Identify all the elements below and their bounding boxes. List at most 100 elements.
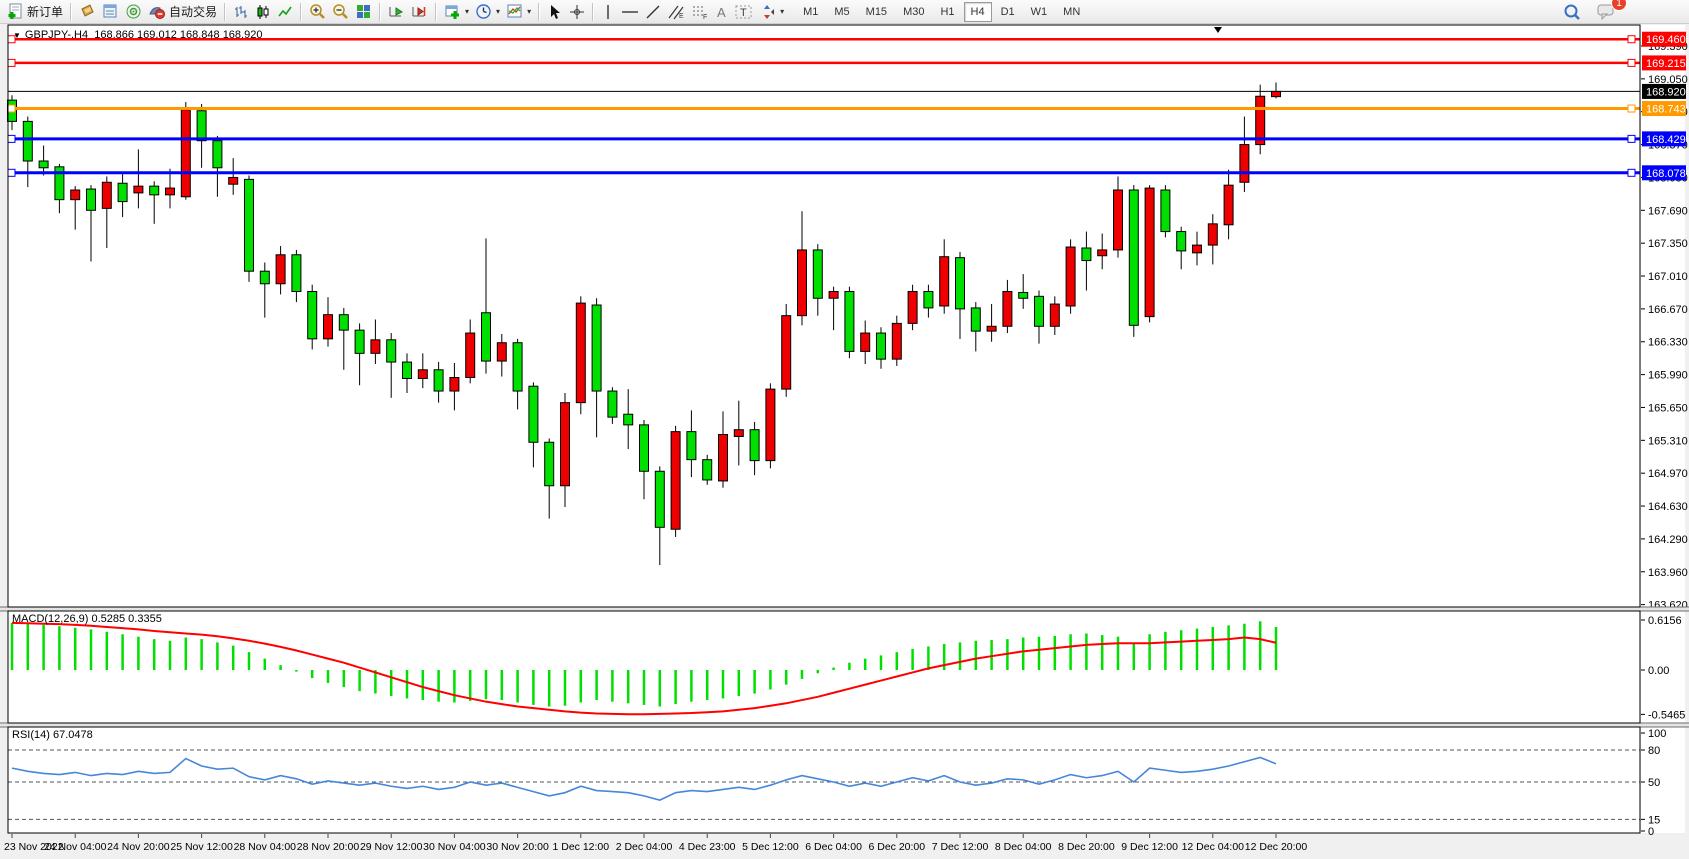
tab-timeframe-w1[interactable]: W1 — [1030, 5, 1048, 18]
tab-timeframe-m5[interactable]: M5 — [834, 5, 850, 18]
price-badge — [1642, 131, 1686, 147]
candlestick — [481, 312, 491, 362]
candlestick — [165, 187, 175, 196]
price-badge — [1642, 31, 1686, 47]
candlestick-mode-button[interactable] — [252, 2, 274, 22]
chart-shift-button[interactable] — [408, 2, 431, 22]
new-order-label: 新订单 — [27, 5, 64, 19]
cursor-icon — [551, 4, 561, 19]
line-handle-left[interactable] — [7, 168, 16, 177]
candlestick — [939, 256, 950, 307]
time-axis-label: 12 Dec 20:00 — [1245, 841, 1308, 853]
price-tick-label: 166.330 — [1648, 337, 1688, 349]
auto-scroll-button[interactable] — [385, 2, 408, 22]
line-handle-right[interactable] — [1627, 35, 1636, 44]
search-button[interactable] — [1560, 1, 1584, 23]
new-chart-icon — [445, 5, 460, 19]
notifications-button[interactable]: 1 — [1594, 0, 1627, 22]
navigator-button[interactable] — [122, 1, 145, 22]
time-axis-label: 29 Nov 12:00 — [360, 841, 423, 853]
bar-chart-mode-button[interactable] — [230, 2, 252, 22]
crosshair-button[interactable] — [566, 2, 588, 22]
toolbar-separator — [435, 2, 438, 21]
rsi-scale-label: 100 — [1648, 728, 1666, 740]
label-button[interactable]: T — [732, 2, 756, 22]
line-handle-left[interactable] — [7, 58, 16, 67]
tab-timeframe-mn[interactable]: MN — [1063, 5, 1081, 18]
main-pane-frame — [7, 24, 1641, 608]
auto-trading-button[interactable]: 自动交易 — [145, 1, 220, 22]
new-order-button[interactable]: 新订单 — [4, 1, 66, 22]
order-panel-button[interactable] — [76, 1, 99, 22]
line-handle-right[interactable] — [1627, 58, 1636, 67]
chart-canvas[interactable]: 169.390169.050168.710168.370168.030167.6… — [0, 24, 1689, 859]
line-handle-right[interactable] — [1627, 168, 1636, 177]
candlestick — [654, 470, 665, 528]
price-badge-label: 168.078 — [1646, 168, 1686, 180]
channel-button[interactable]: E — [664, 2, 688, 22]
candlestick — [860, 332, 871, 352]
tab-timeframe-m1[interactable]: M1 — [803, 5, 819, 18]
candlestick — [38, 160, 49, 169]
time-axis-label: 6 Dec 04:00 — [805, 841, 862, 853]
market-watch-button[interactable] — [99, 1, 122, 22]
periods-button[interactable] — [472, 1, 503, 22]
trend-line-button[interactable] — [642, 2, 664, 22]
candlestick — [1128, 189, 1139, 326]
pane-separator[interactable] — [0, 723, 1689, 727]
zoom-in-button[interactable] — [306, 1, 329, 22]
tab-timeframe-d1[interactable]: D1 — [1000, 5, 1015, 18]
candlestick — [844, 290, 855, 352]
price-tick-label: 165.990 — [1648, 370, 1688, 382]
time-axis-label: 28 Nov 20:00 — [297, 841, 360, 853]
horizontal-line-button[interactable] — [618, 2, 642, 22]
line-chart-mode-button[interactable] — [274, 2, 296, 22]
tile-windows-button[interactable] — [352, 1, 375, 22]
vertical-line-button[interactable] — [598, 2, 618, 22]
chart-shift-marker[interactable] — [1214, 27, 1222, 33]
arrows-tool-button[interactable] — [756, 2, 787, 22]
candlestick — [354, 329, 365, 354]
candlestick — [244, 178, 254, 272]
macd-scale-label: 0.00 — [1648, 665, 1669, 677]
line-handle-right[interactable] — [1627, 104, 1636, 113]
tab-timeframe-h4[interactable]: H4 — [963, 1, 992, 22]
tab-timeframe-m15[interactable]: M15 — [865, 5, 888, 18]
new-chart-button[interactable] — [441, 1, 472, 22]
macd-scale-label: 0.6156 — [1648, 615, 1682, 627]
vertical-line-icon — [607, 4, 609, 19]
symbol-dropdown-icon[interactable]: ▼ — [13, 31, 21, 40]
line-handle-right[interactable] — [1627, 134, 1636, 143]
pane-separator[interactable] — [0, 607, 1689, 611]
price-tick-label: 167.010 — [1648, 271, 1688, 283]
candlestick — [718, 434, 728, 482]
plot-background — [8, 25, 1640, 833]
tab-timeframe-m30[interactable]: M30 — [903, 5, 925, 18]
candlestick — [670, 431, 681, 530]
candlestick — [149, 185, 160, 196]
candlestick — [133, 185, 144, 194]
time-axis-label: 9 Dec 12:00 — [1121, 841, 1178, 853]
candlestick — [749, 429, 760, 462]
candlestick — [781, 315, 792, 390]
candlestick — [449, 377, 460, 392]
chart-window[interactable]: 169.390169.050168.710168.370168.030167.6… — [0, 24, 1689, 859]
candlestick — [1192, 244, 1202, 254]
candlestick — [702, 459, 713, 481]
cursor-button[interactable] — [544, 2, 566, 22]
candlestick — [591, 304, 602, 392]
tab-timeframe-h1[interactable]: H1 — [940, 5, 955, 18]
clock-icon — [476, 4, 491, 19]
market-watch-icon — [103, 4, 117, 18]
time-axis-label: 8 Dec 04:00 — [995, 841, 1052, 853]
line-handle-left[interactable] — [7, 134, 16, 143]
indicators-button[interactable] — [503, 1, 534, 22]
fibonacci-button[interactable]: F — [688, 2, 712, 22]
line-handle-left[interactable] — [7, 104, 16, 113]
rsi-scale-label: 80 — [1648, 745, 1660, 757]
time-axis-label: 6 Dec 20:00 — [868, 841, 925, 853]
text-button[interactable]: A — [712, 2, 732, 22]
zoom-out-button[interactable] — [329, 1, 352, 22]
candlestick — [970, 307, 981, 332]
text-icon: A — [717, 5, 726, 20]
